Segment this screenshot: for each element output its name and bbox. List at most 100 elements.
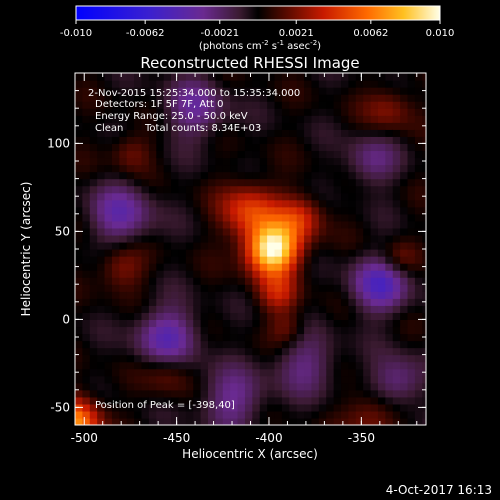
heatmap-cell: [304, 312, 313, 320]
heatmap-cell: [326, 319, 335, 328]
heatmap-cell: [148, 129, 157, 137]
heatmap-cell: [296, 291, 305, 299]
heatmap-cell: [89, 361, 98, 370]
heatmap-cell: [341, 249, 350, 257]
heatmap-cell: [385, 171, 394, 180]
heatmap-cell: [111, 129, 120, 137]
heatmap-cell: [82, 319, 91, 328]
heatmap-cell: [185, 256, 194, 264]
heatmap-cell: [215, 256, 224, 264]
heatmap-cell: [252, 263, 261, 271]
heatmap-cell: [348, 143, 357, 152]
heatmap-cell: [274, 129, 283, 137]
heatmap-cell: [134, 73, 143, 81]
heatmap-cell: [377, 171, 386, 180]
heatmap-cell: [274, 185, 283, 194]
heatmap-cell: [97, 101, 106, 109]
heatmap-cell: [304, 87, 313, 95]
heatmap-cell: [274, 150, 283, 159]
heatmap-cell: [185, 354, 194, 363]
heatmap-cell: [304, 263, 313, 271]
heatmap-cell: [326, 115, 335, 123]
heatmap-cell: [296, 192, 305, 201]
heatmap-cell: [363, 284, 372, 292]
heatmap-cell: [134, 333, 143, 342]
heatmap-cell: [200, 94, 209, 102]
heatmap-cell: [341, 171, 350, 180]
heatmap-cell: [422, 143, 426, 152]
heatmap-cell: [407, 291, 416, 299]
heatmap-cell: [178, 333, 187, 342]
heatmap-cell: [244, 270, 253, 278]
heatmap-cell: [407, 417, 416, 425]
heatmap-cell: [244, 396, 253, 405]
heatmap-cell: [296, 396, 305, 405]
heatmap-cell: [230, 94, 239, 102]
heatmap-cell: [215, 333, 224, 342]
heatmap-cell: [274, 206, 283, 215]
heatmap-cell: [370, 115, 379, 123]
heatmap-cell: [126, 319, 135, 328]
heatmap-cell: [244, 178, 253, 187]
heatmap-cell: [348, 396, 357, 405]
heatmap-cell: [208, 80, 216, 88]
heatmap-cell: [311, 192, 320, 201]
heatmap-cell: [208, 192, 216, 201]
heatmap-cell: [237, 277, 246, 285]
heatmap-cell: [126, 199, 135, 208]
heatmap-cell: [237, 417, 246, 425]
heatmap-cell: [244, 87, 253, 95]
heatmap-cell: [355, 122, 364, 130]
heatmap-cell: [156, 108, 165, 116]
heatmap-cell: [377, 417, 386, 425]
heatmap-cell: [385, 284, 394, 292]
heatmap-cell: [104, 108, 113, 116]
heatmap-cell: [97, 396, 106, 405]
heatmap-cell: [370, 241, 379, 250]
heatmap-cell: [422, 312, 426, 320]
heatmap-cell: [281, 80, 290, 88]
heatmap-cell: [97, 249, 106, 257]
heatmap-cell: [363, 277, 372, 285]
heatmap-cell: [185, 122, 194, 130]
heatmap-cell: [97, 403, 106, 412]
heatmap-cell: [370, 94, 379, 102]
heatmap-cell: [156, 312, 165, 320]
heatmap-cell: [326, 389, 335, 398]
heatmap-cell: [200, 340, 209, 349]
heatmap-cell: [385, 410, 394, 419]
heatmap-cell: [414, 80, 423, 88]
heatmap-cell: [89, 340, 98, 349]
heatmap-cell: [274, 192, 283, 201]
heatmap-cell: [97, 143, 106, 152]
heatmap-cell: [311, 305, 320, 313]
heatmap-cell: [259, 333, 268, 342]
heatmap-cell: [215, 305, 224, 313]
heatmap-cell: [377, 94, 386, 102]
heatmap-cell: [200, 249, 209, 257]
heatmap-cell: [185, 417, 194, 425]
heatmap-cell: [156, 129, 165, 137]
heatmap-cell: [252, 298, 261, 306]
heatmap-cell: [215, 122, 224, 130]
heatmap-cell: [274, 277, 283, 285]
heatmap-cell: [89, 143, 98, 152]
heatmap-cell: [111, 256, 120, 264]
heatmap-cell: [82, 417, 91, 425]
heatmap-cell: [289, 227, 298, 236]
heatmap-cell: [200, 206, 209, 215]
heatmap-cell: [392, 270, 401, 278]
heatmap-cell: [156, 171, 165, 180]
heatmap-cell: [230, 326, 239, 335]
heatmap-cell: [89, 73, 98, 81]
heatmap-cell: [377, 382, 386, 391]
heatmap-cell: [185, 199, 194, 208]
heatmap-cell: [178, 291, 187, 299]
y-tick-label: 50: [55, 224, 70, 238]
heatmap-cell: [156, 277, 165, 285]
heatmap-cell: [230, 192, 239, 201]
heatmap-cell: [156, 101, 165, 109]
heatmap-cell: [407, 80, 416, 88]
heatmap-cell: [296, 227, 305, 236]
heatmap-cell: [193, 87, 202, 95]
